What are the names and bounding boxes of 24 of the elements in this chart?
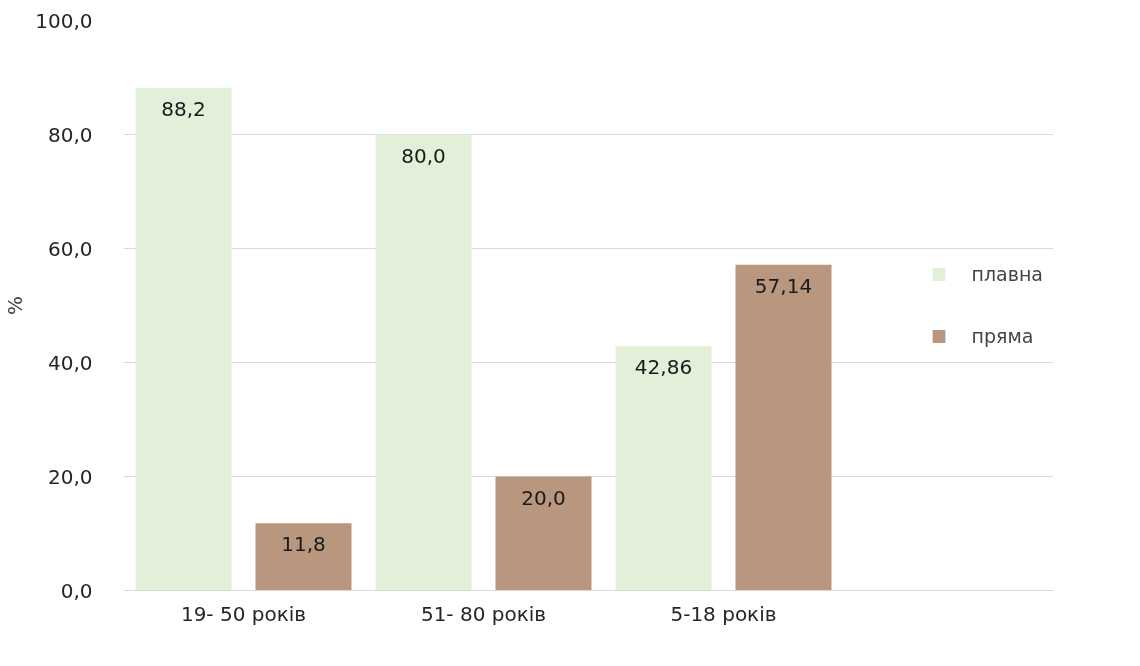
x-tick-label: 5-18 років [670, 601, 777, 626]
legend-label: плавна [971, 263, 1043, 285]
y-tick-label: 100,0 [35, 8, 93, 33]
data-label: 42,86 [634, 355, 693, 380]
x-tick-label: 19- 50 років [180, 601, 307, 626]
y-tick-label: 40,0 [47, 350, 93, 375]
bar [735, 264, 832, 591]
y-tick-label: 80,0 [47, 122, 93, 147]
bar [375, 134, 472, 591]
data-label: 88,2 [161, 96, 206, 121]
y-tick-label: 20,0 [47, 464, 93, 489]
y-tick-label: 60,0 [47, 236, 93, 261]
bar [135, 87, 232, 591]
bar [255, 523, 352, 591]
x-tick-label: 51- 80 років [420, 601, 547, 626]
bar [495, 476, 592, 591]
data-label: 80,0 [401, 143, 446, 168]
y-tick-label: 0,0 [60, 578, 93, 603]
y-axis-title: % [3, 295, 28, 315]
bar [615, 346, 712, 591]
data-label: 20,0 [521, 485, 566, 510]
legend-label: пряма [971, 325, 1034, 347]
data-label: 11,8 [281, 532, 326, 557]
data-label: 57,14 [754, 273, 813, 298]
